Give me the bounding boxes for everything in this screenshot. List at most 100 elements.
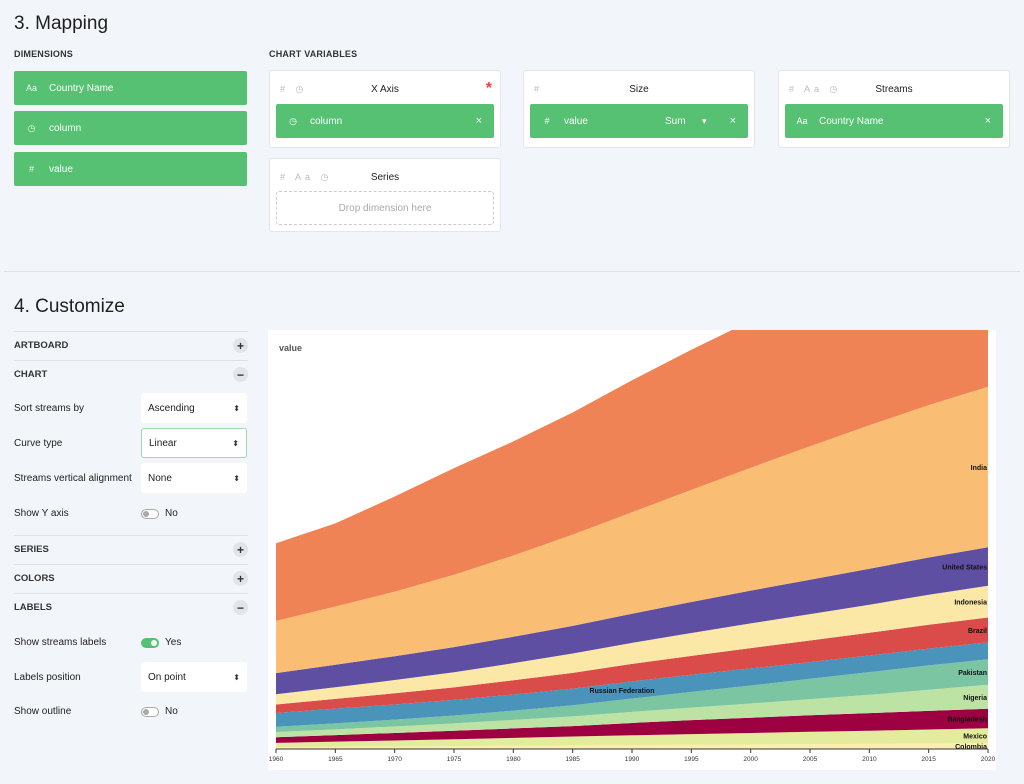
mapped-dimension-label: value (564, 115, 588, 127)
show-outline-toggle[interactable]: No (141, 706, 178, 717)
expand-icon[interactable]: + (233, 338, 248, 353)
section-artboard[interactable]: ARTBOARD + (14, 331, 248, 359)
stream-label: Pakistan (958, 670, 987, 677)
size-mapped-dimension[interactable]: # value Sum ▾ × (530, 104, 748, 138)
accepted-types-icons: # ◷ (280, 84, 308, 94)
stream-label: Nigeria (963, 695, 987, 702)
select-arrows-icon: ⬍ (233, 473, 240, 483)
x-tick-label: 2020 (981, 756, 996, 763)
toggle-value: Yes (165, 637, 182, 648)
stream-bangladesh (276, 708, 988, 743)
curve-type-select[interactable]: Linear ⬍ (141, 428, 247, 458)
remove-icon[interactable]: × (475, 115, 482, 127)
collapse-icon[interactable]: − (233, 600, 248, 615)
section-colors[interactable]: COLORS + (14, 564, 248, 592)
mapped-dimension-label: column (310, 115, 343, 127)
select-arrows-icon: ⬍ (233, 403, 240, 413)
dimension-label: value (49, 163, 73, 175)
section-label: CHART (14, 369, 48, 380)
toggle-switch[interactable] (141, 508, 159, 519)
section-label: SERIES (14, 544, 49, 555)
show-stream-labels-toggle[interactable]: Yes (141, 637, 181, 648)
x-tick-label: 1990 (625, 756, 640, 763)
stream-united-states (276, 547, 988, 695)
dimension-country-name[interactable]: Aa Country Name (14, 71, 247, 105)
stream-pakistan (276, 659, 988, 733)
labels-position-label: Labels position (14, 672, 81, 683)
select-value: Linear (149, 437, 177, 449)
expand-icon[interactable]: + (233, 571, 248, 586)
dimension-column[interactable]: ◷ column (14, 111, 247, 145)
select-arrows-icon: ⬍ (233, 672, 240, 682)
stream-label: Bangladesh (947, 717, 987, 724)
chevron-down-icon[interactable]: ▾ (702, 115, 707, 126)
select-value: On point (148, 671, 186, 683)
remove-icon[interactable]: × (729, 115, 736, 127)
stream-china (276, 330, 988, 621)
stream-russian-federation (276, 642, 988, 727)
x-axis-card: # ◷ X Axis * ◷ column × (269, 70, 501, 148)
remove-icon[interactable]: × (984, 115, 991, 127)
stream-indonesia (276, 585, 988, 705)
toggle-value: No (165, 706, 178, 717)
select-value: Ascending (148, 402, 195, 414)
x-tick-label: 1965 (328, 756, 343, 763)
toggle-value: No (165, 508, 178, 519)
section-chart[interactable]: CHART − (14, 360, 248, 388)
x-axis-mapped-dimension[interactable]: ◷ column × (276, 104, 494, 138)
section-divider (4, 271, 1020, 272)
section-labels[interactable]: LABELS − (14, 593, 248, 621)
size-title: Size (629, 84, 649, 95)
x-tick-label: 1970 (387, 756, 402, 763)
curve-type-label: Curve type (14, 438, 63, 449)
stream-label: United States (942, 564, 987, 571)
stream-india (276, 386, 988, 674)
x-tick-label: 1985 (565, 756, 580, 763)
accepted-types-icons: # (534, 84, 544, 94)
expand-icon[interactable]: + (233, 542, 248, 557)
series-card: # Aa ◷ Series Drop dimension here (269, 158, 501, 232)
number-type-icon: # (544, 116, 550, 126)
toggle-switch[interactable] (141, 637, 159, 648)
mapped-dimension-label: Country Name (819, 115, 884, 127)
dimension-value[interactable]: # value (14, 152, 247, 186)
accepted-types-icons: # Aa ◷ (280, 172, 333, 182)
stream-label: Brazil (968, 628, 987, 635)
clock-icon: ◷ (289, 115, 297, 126)
section-series[interactable]: SERIES + (14, 535, 248, 563)
x-tick-label: 2015 (921, 756, 936, 763)
aggregation-select[interactable]: Sum (665, 115, 686, 127)
x-tick-label: 1960 (269, 756, 284, 763)
customize-heading: 4. Customize (14, 296, 125, 317)
series-title: Series (370, 172, 400, 183)
show-y-axis-label: Show Y axis (14, 508, 69, 519)
text-type-icon: Aa (796, 116, 808, 126)
select-value: None (148, 472, 172, 484)
collapse-icon[interactable]: − (233, 367, 248, 382)
sort-streams-label: Sort streams by (14, 403, 85, 414)
streams-title: Streams (875, 84, 913, 95)
streamgraph-chart: value Colombia Mexico Bangladesh Nigeria Pak… (268, 330, 996, 770)
stream-label: Colombia (955, 744, 987, 751)
required-asterisk: * (485, 80, 492, 97)
streams-mapped-dimension[interactable]: Aa Country Name × (785, 104, 1003, 138)
sort-streams-select[interactable]: Ascending ⬍ (141, 393, 247, 423)
vertical-alignment-label: Streams vertical alignment (14, 473, 132, 484)
show-y-axis-toggle[interactable]: No (141, 508, 178, 519)
select-arrows-icon: ⬍ (232, 438, 239, 448)
stream-nigeria (276, 684, 988, 738)
labels-position-select[interactable]: On point ⬍ (141, 662, 247, 692)
section-label: LABELS (14, 602, 52, 613)
stream-label: Mexico (963, 734, 987, 741)
series-drop-zone[interactable]: Drop dimension here (276, 191, 494, 225)
show-stream-labels-label: Show streams labels (14, 637, 107, 648)
streams-card: # Aa ◷ Streams Aa Country Name × (778, 70, 1010, 148)
size-card: # Size # value Sum ▾ × (523, 70, 755, 148)
dimension-label: column (49, 122, 82, 134)
vertical-alignment-select[interactable]: None ⬍ (141, 463, 247, 493)
toggle-switch[interactable] (141, 706, 159, 717)
show-outline-label: Show outline (14, 706, 72, 717)
stream-colombia (276, 743, 988, 749)
number-type-icon: # (28, 164, 34, 174)
x-tick-label: 2010 (862, 756, 877, 763)
